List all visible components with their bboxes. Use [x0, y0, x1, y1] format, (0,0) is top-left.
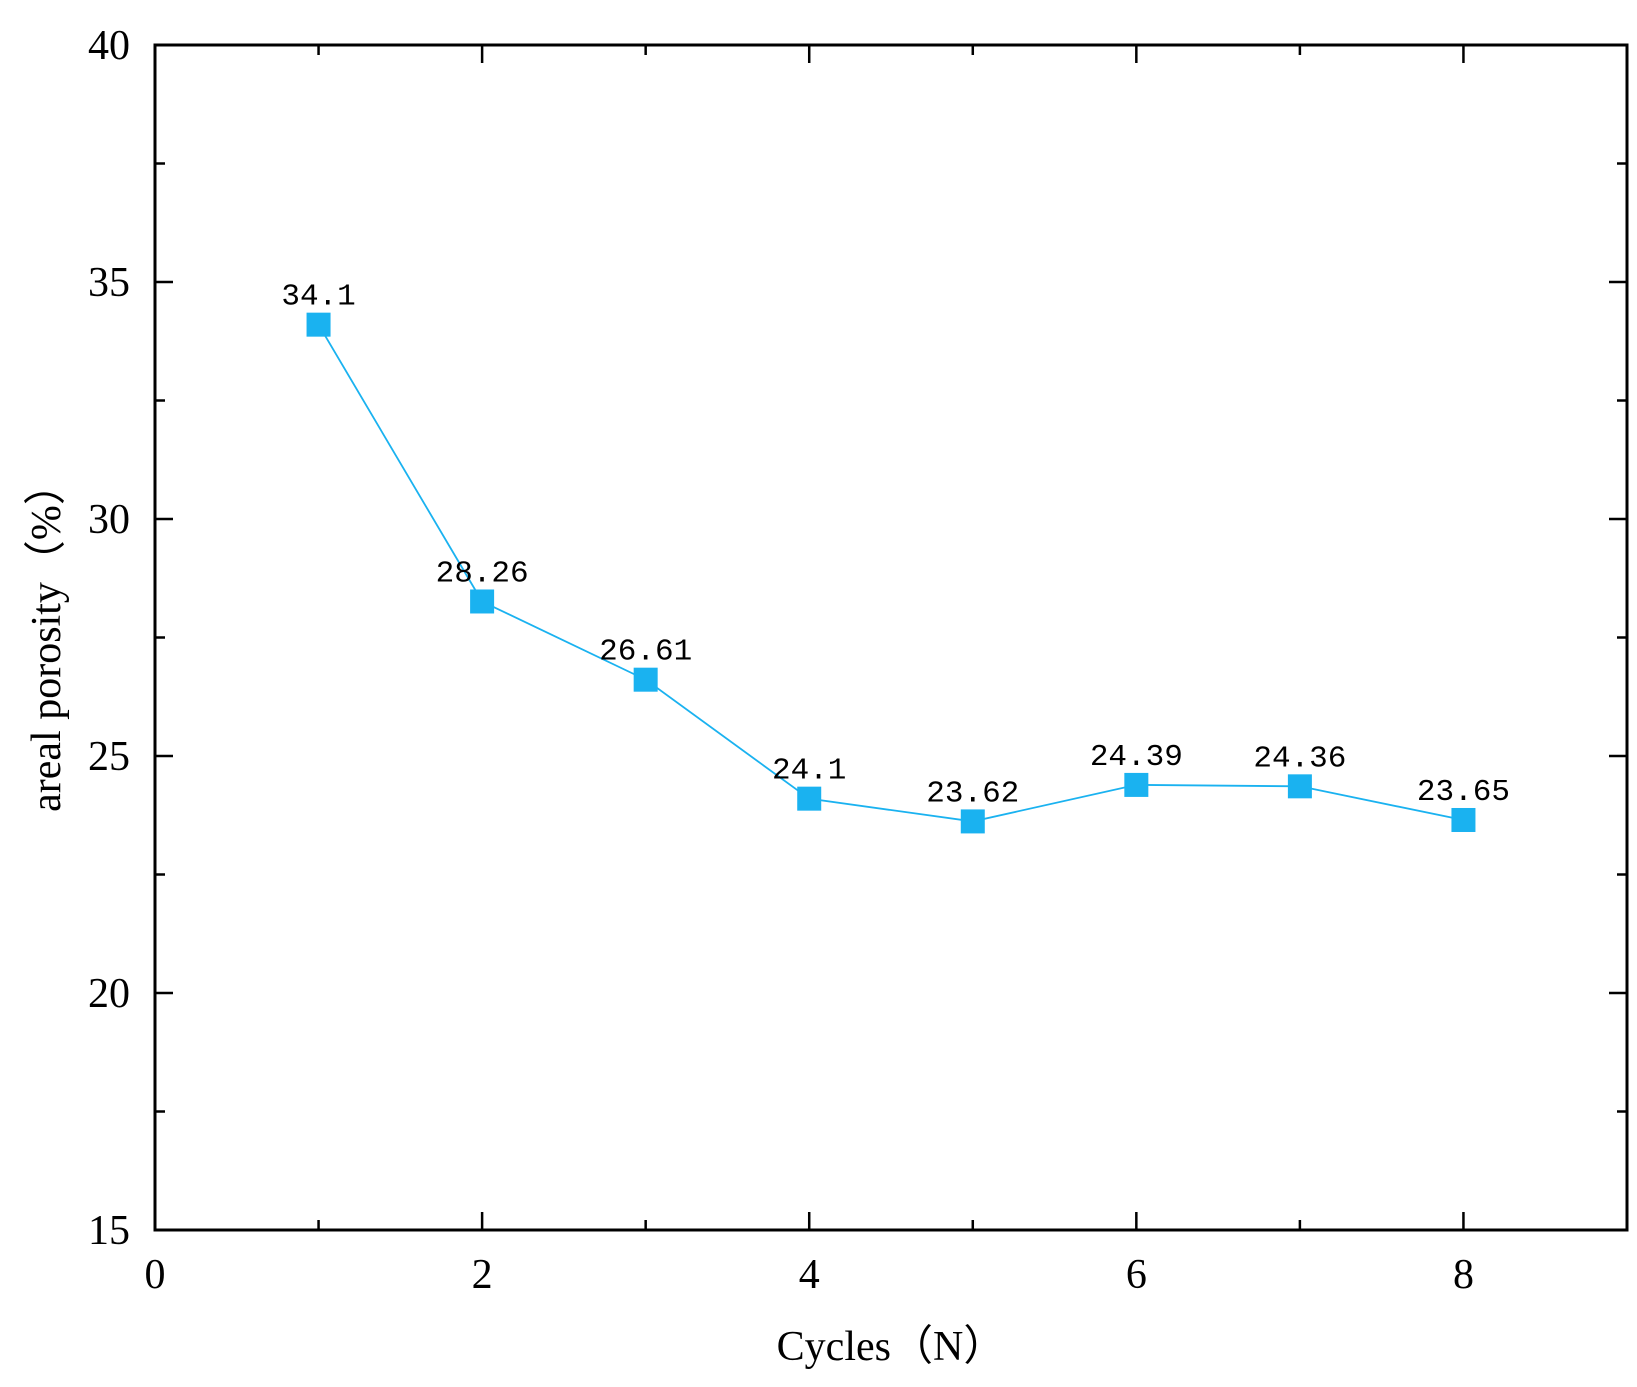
tick-labels: 0 2 4 6 8 15 20 25 30 35 40: [88, 23, 1474, 1298]
x-tick-label: 4: [799, 1252, 820, 1298]
series-layer: [306, 312, 1476, 834]
data-point-label: 23.62: [926, 776, 1019, 811]
data-point-marker: [633, 667, 658, 692]
y-axis-title: areal porosity（%）: [24, 463, 70, 812]
data-point-label: 34.1: [281, 280, 355, 315]
data-point-marker: [306, 312, 331, 337]
data-point-marker: [1124, 772, 1149, 797]
data-point-label: 23.65: [1417, 775, 1510, 810]
axis-ticks: [153, 43, 1629, 1232]
y-tick-label: 20: [88, 971, 130, 1017]
data-point-marker: [960, 809, 985, 834]
x-tick-label: 6: [1126, 1252, 1147, 1298]
data-point-label: 24.1: [772, 754, 846, 789]
x-tick-label: 2: [472, 1252, 493, 1298]
y-tick-label: 40: [88, 23, 130, 69]
data-point-marker: [470, 589, 495, 614]
data-point-label: 26.61: [599, 635, 692, 670]
data-labels: 34.1 28.26 26.61 24.1 23.62 24.39 24.36 23.65: [281, 280, 1510, 812]
x-tick-label: 0: [145, 1252, 166, 1298]
data-point-label: 24.36: [1253, 741, 1346, 776]
plot-border: [153, 43, 1629, 1232]
y-tick-label: 30: [88, 497, 130, 543]
x-axis-title: Cycles（N）: [777, 1324, 1006, 1370]
x-tick-label: 8: [1453, 1252, 1474, 1298]
plot-frame: [153, 43, 1629, 1232]
data-point-marker: [797, 786, 822, 811]
series-line: [317, 324, 1464, 823]
y-tick-label: 25: [88, 734, 130, 780]
y-tick-label: 15: [88, 1208, 130, 1254]
data-point-marker: [1287, 774, 1312, 799]
data-point-marker: [1451, 807, 1476, 832]
y-tick-label: 35: [88, 260, 130, 306]
data-point-label: 28.26: [436, 556, 529, 591]
data-point-label: 24.39: [1090, 740, 1183, 775]
